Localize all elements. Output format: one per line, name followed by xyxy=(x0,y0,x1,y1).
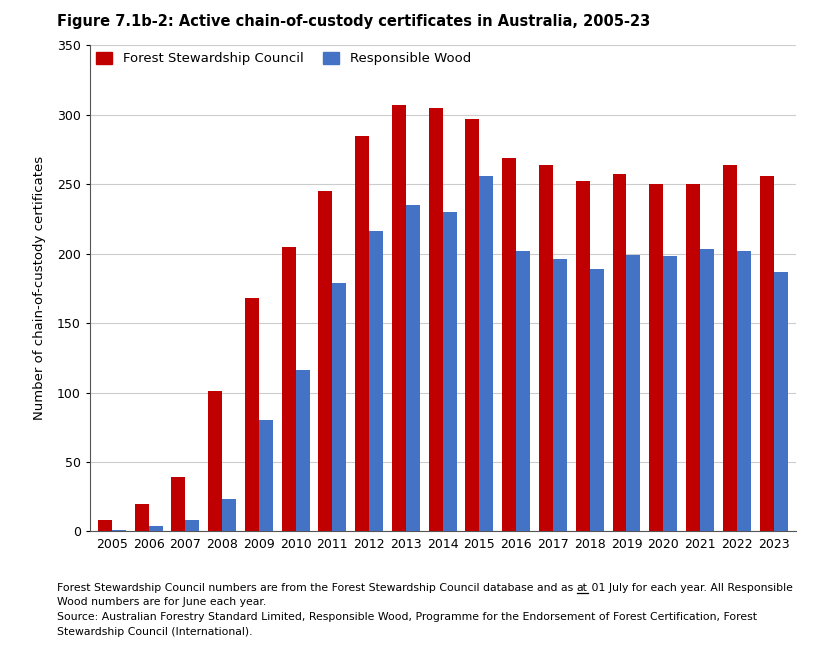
Text: Forest Stewardship Council numbers are from the Forest Stewardship Council datab: Forest Stewardship Council numbers are f… xyxy=(57,583,577,593)
Bar xyxy=(98,520,112,531)
Bar xyxy=(428,108,442,531)
Bar xyxy=(502,158,517,531)
Text: Source: Australian Forestry Standard Limited, Responsible Wood, Programme for th: Source: Australian Forestry Standard Lim… xyxy=(57,612,757,622)
Bar xyxy=(185,520,199,531)
Text: Wood numbers are for June each year.: Wood numbers are for June each year. xyxy=(57,597,266,607)
Bar xyxy=(149,526,162,531)
Y-axis label: Number of chain-of-custody certificates: Number of chain-of-custody certificates xyxy=(33,156,46,421)
Bar xyxy=(392,105,406,531)
Bar xyxy=(332,283,346,531)
Bar xyxy=(442,212,457,531)
Bar xyxy=(480,176,494,531)
Bar xyxy=(259,421,273,531)
Bar xyxy=(539,165,553,531)
Bar xyxy=(663,257,677,531)
Bar xyxy=(282,247,295,531)
Bar xyxy=(135,503,149,531)
Bar xyxy=(222,500,236,531)
Bar xyxy=(553,259,567,531)
Bar xyxy=(171,477,185,531)
Text: 01 July for each year. All Responsible: 01 July for each year. All Responsible xyxy=(588,583,792,593)
Bar xyxy=(406,205,420,531)
Bar xyxy=(112,530,126,531)
Bar xyxy=(760,176,774,531)
Bar xyxy=(613,174,627,531)
Text: at: at xyxy=(577,583,588,593)
Bar xyxy=(700,249,714,531)
Bar xyxy=(627,255,641,531)
Bar xyxy=(245,298,259,531)
Bar xyxy=(295,370,309,531)
Legend: Forest Stewardship Council, Responsible Wood: Forest Stewardship Council, Responsible … xyxy=(96,52,471,65)
Bar xyxy=(465,119,480,531)
Bar xyxy=(355,135,369,531)
Bar xyxy=(737,251,751,531)
Bar xyxy=(723,165,737,531)
Text: Figure 7.1b-2: Active chain-of-custody certificates in Australia, 2005-23: Figure 7.1b-2: Active chain-of-custody c… xyxy=(57,14,650,29)
Text: Stewardship Council (International).: Stewardship Council (International). xyxy=(57,627,253,636)
Bar xyxy=(517,251,530,531)
Bar xyxy=(318,191,332,531)
Bar xyxy=(686,184,700,531)
Bar xyxy=(208,391,222,531)
Bar xyxy=(369,231,384,531)
Bar xyxy=(650,184,663,531)
Bar xyxy=(576,181,590,531)
Bar xyxy=(590,269,604,531)
Bar xyxy=(774,272,787,531)
